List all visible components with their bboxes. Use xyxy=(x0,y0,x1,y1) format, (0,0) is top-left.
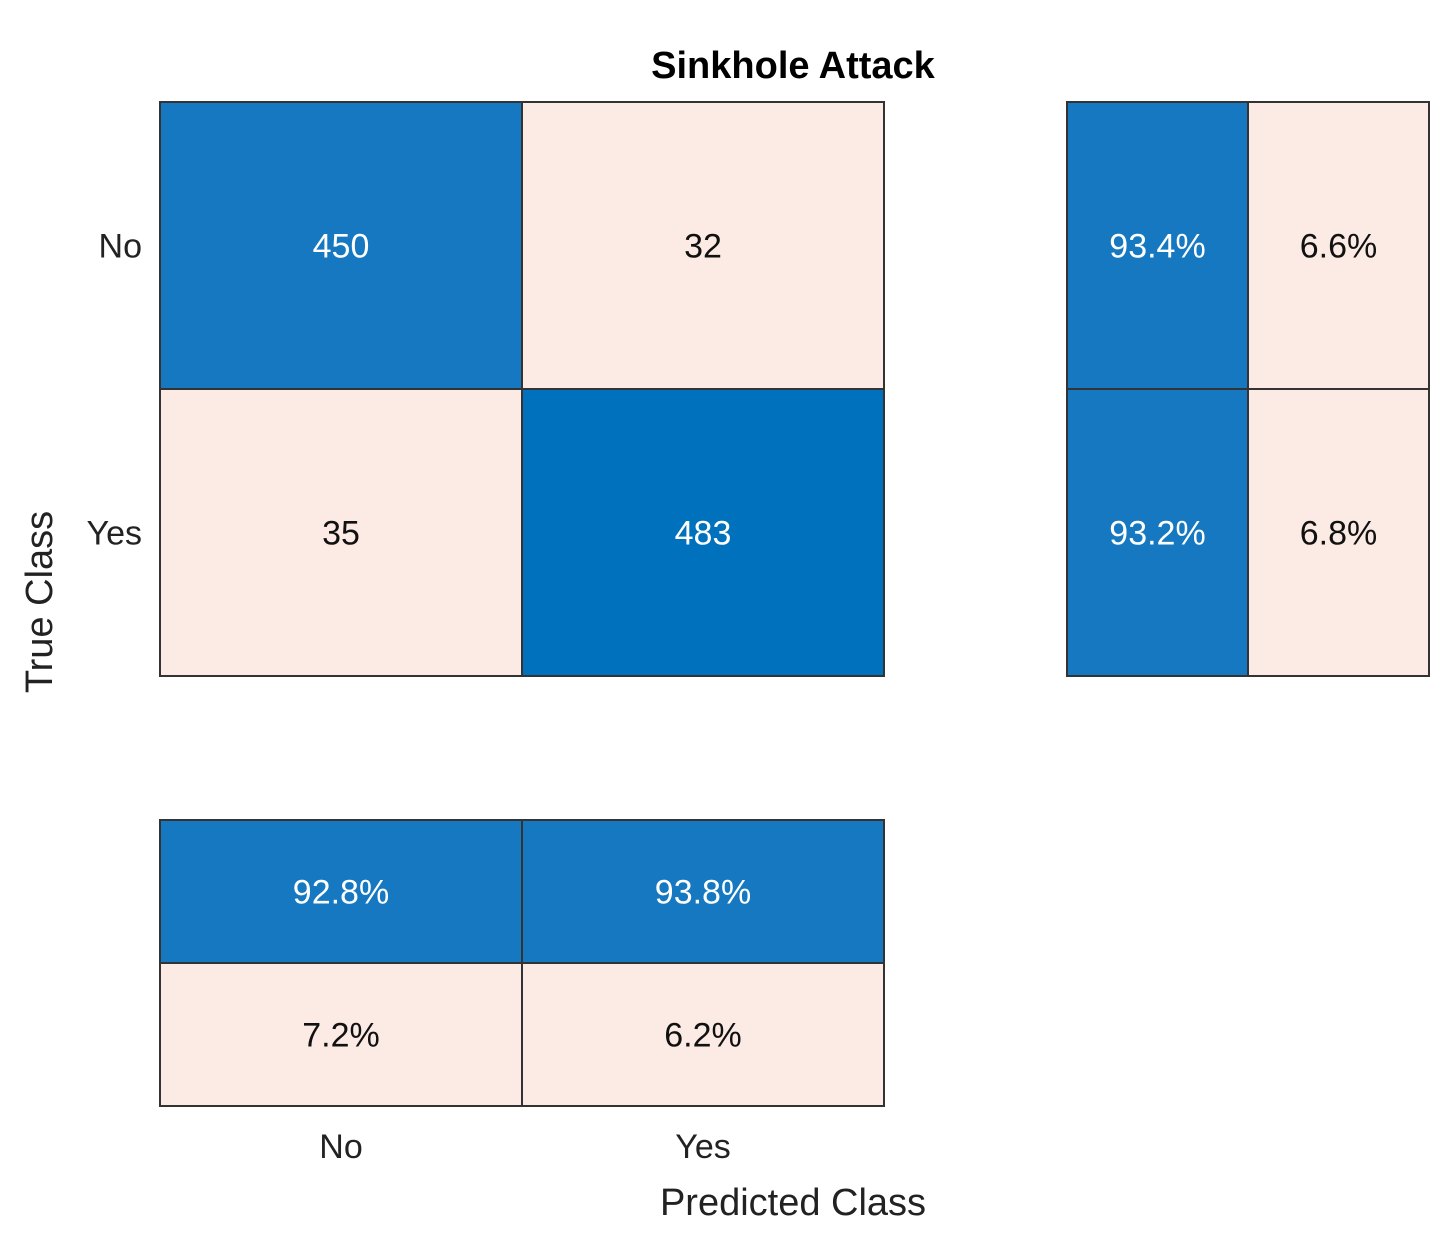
row-summary-cell-0-1-label: 6.6% xyxy=(1300,228,1378,266)
row-summary-cell-1-0-label: 93.2% xyxy=(1109,515,1205,553)
matrix-cell-0-0 xyxy=(159,101,523,390)
row-summary-cell-1-0 xyxy=(1066,388,1249,677)
matrix-cell-0-1 xyxy=(521,101,885,390)
matrix-cell-1-1-label: 483 xyxy=(675,515,732,553)
x-tick-no: No xyxy=(319,1128,362,1166)
matrix-cell-1-0-label: 35 xyxy=(322,515,360,553)
matrix-cell-1-0 xyxy=(159,388,523,677)
column-summary-matrix: 92.8% 93.8% 7.2% 6.2% xyxy=(159,819,885,1107)
x-tick-yes: Yes xyxy=(675,1128,730,1166)
row-summary-cell-0-0 xyxy=(1066,101,1249,390)
row-summary-cell-1-1-label: 6.8% xyxy=(1300,515,1378,553)
row-summary-cell-0-1 xyxy=(1247,101,1430,390)
main-confusion-matrix: 450 32 35 483 xyxy=(159,101,885,677)
row-summary-cell-1-1 xyxy=(1247,388,1430,677)
chart-title: Sinkhole Attack xyxy=(651,45,936,87)
column-summary-cell-1-1 xyxy=(521,962,885,1107)
column-summary-cell-0-1-label: 93.8% xyxy=(655,874,751,912)
row-summary-matrix: 93.4% 6.6% 93.2% 6.8% xyxy=(1066,101,1430,677)
column-summary-cell-0-0-label: 92.8% xyxy=(293,874,389,912)
x-axis-label: Predicted Class xyxy=(660,1182,926,1224)
y-tick-labels: No Yes xyxy=(87,228,142,553)
row-summary-cell-0-0-label: 93.4% xyxy=(1109,228,1205,266)
y-tick-yes: Yes xyxy=(87,515,142,553)
matrix-cell-0-1-label: 32 xyxy=(684,228,722,266)
column-summary-cell-0-1 xyxy=(521,819,885,964)
column-summary-cell-1-0-label: 7.2% xyxy=(302,1017,380,1055)
matrix-cell-0-0-label: 450 xyxy=(313,228,370,266)
y-axis-label: True Class xyxy=(19,511,61,693)
x-tick-labels: No Yes xyxy=(319,1128,730,1166)
column-summary-cell-1-1-label: 6.2% xyxy=(664,1017,742,1055)
y-tick-no: No xyxy=(99,228,142,266)
matrix-cell-1-1 xyxy=(521,388,885,677)
